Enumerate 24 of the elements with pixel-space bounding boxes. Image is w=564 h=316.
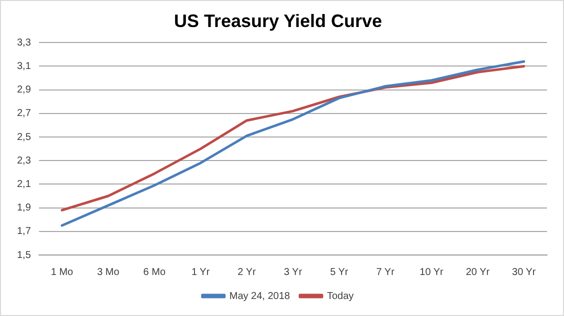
x-tick-label: 20 Yr: [466, 266, 490, 278]
x-tick-label: 10 Yr: [420, 266, 444, 278]
x-tick-label: 3 Mo: [97, 266, 120, 278]
x-tick-label: 7 Yr: [376, 266, 396, 278]
y-tick-label: 1,5: [16, 250, 32, 261]
x-tick-label: 2 Yr: [238, 266, 257, 278]
x-tick-label: 1 Mo: [50, 266, 74, 278]
x-tick-label: 1 Yr: [191, 266, 210, 278]
legend-label: Today: [326, 290, 354, 302]
y-tick-label: 1,9: [16, 202, 32, 214]
x-tick-label: 6 Mo: [143, 266, 166, 278]
legend-label: May 24, 2018: [229, 290, 290, 302]
chart-title: US Treasury Yield Curve: [174, 10, 382, 31]
y-tick-label: 2,5: [16, 132, 32, 143]
y-tick-label: 2,3: [16, 155, 32, 166]
y-tick-label: 2,7: [16, 108, 32, 120]
x-tick-label: 3 Yr: [284, 266, 303, 278]
x-tick-label: 30 Yr: [512, 266, 536, 278]
x-tick-label: 5 Yr: [330, 266, 349, 278]
y-tick-label: 2,9: [16, 84, 32, 96]
y-tick-label: 3,1: [16, 60, 32, 72]
y-tick-label: 3,3: [16, 37, 32, 48]
y-tick-label: 1,7: [16, 226, 32, 238]
y-tick-label: 2,1: [16, 178, 32, 190]
